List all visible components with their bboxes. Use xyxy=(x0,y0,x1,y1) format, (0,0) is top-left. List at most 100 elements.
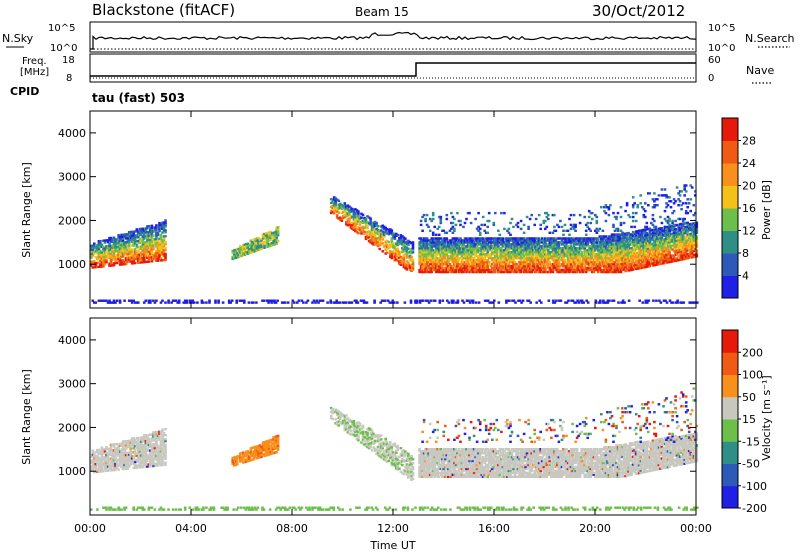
echo-cell xyxy=(584,262,588,266)
echo-cell xyxy=(275,226,278,230)
echo-cell xyxy=(536,255,539,258)
echo-cell xyxy=(410,255,413,259)
echo-cell xyxy=(331,204,334,208)
echo-cell xyxy=(267,233,271,236)
echo-cell xyxy=(135,301,139,304)
echo-cell xyxy=(164,254,167,258)
echo-cell xyxy=(401,235,404,238)
echo-cell xyxy=(612,223,615,227)
echo-cell xyxy=(681,224,685,227)
echo-cell xyxy=(421,299,425,302)
echo-cell xyxy=(666,237,670,240)
echo-cell xyxy=(103,255,107,258)
echo-cell xyxy=(460,241,464,244)
echo-cell xyxy=(512,241,515,244)
echo-cell xyxy=(480,268,483,272)
echo-cell xyxy=(615,239,618,242)
echo-cell xyxy=(124,245,128,248)
echo-cell xyxy=(387,232,390,236)
echo-cell xyxy=(357,210,360,213)
echo-cell xyxy=(500,241,503,244)
echo-cell xyxy=(692,249,696,253)
echo-cell xyxy=(533,266,536,270)
echo-cell xyxy=(202,301,205,304)
echo-cell xyxy=(594,259,597,262)
echo-cell xyxy=(619,259,623,262)
echo-cell xyxy=(562,264,565,268)
echo-cell xyxy=(346,218,350,221)
echo-cell xyxy=(583,239,586,242)
echo-cell xyxy=(230,299,234,302)
echo-cell xyxy=(516,257,520,260)
echo-cell xyxy=(639,231,642,234)
echo-cell xyxy=(366,225,369,228)
echo-cell xyxy=(619,257,623,260)
echo-cell xyxy=(609,268,612,272)
echo-cell xyxy=(456,257,459,260)
echo-cell xyxy=(137,255,140,258)
echo-cell xyxy=(622,264,626,267)
echo-cell xyxy=(363,232,366,235)
echo-cell xyxy=(498,260,502,264)
echo-cell xyxy=(556,264,559,268)
echo-cell xyxy=(683,255,686,259)
echo-cell xyxy=(428,249,432,252)
echo-cell xyxy=(448,247,452,250)
echo-cell xyxy=(257,248,260,252)
echo-cell xyxy=(93,266,96,269)
echo-cell xyxy=(357,220,360,223)
echo-cell xyxy=(164,235,167,238)
echo-cell xyxy=(478,233,482,236)
echo-cell xyxy=(411,247,415,250)
echo-cell xyxy=(584,237,588,240)
freq-label-line1: Freq. xyxy=(22,56,47,67)
echo-cell xyxy=(232,257,236,260)
echo-cell xyxy=(491,270,494,274)
echo-cell xyxy=(642,228,646,232)
echo-cell xyxy=(630,256,633,260)
echo-cell xyxy=(683,221,686,225)
echo-cell xyxy=(539,264,542,268)
echo-cell xyxy=(671,244,674,247)
echo-cell xyxy=(245,247,248,250)
echo-cell xyxy=(354,229,357,233)
echo-cell xyxy=(675,259,679,262)
echo-cell xyxy=(668,223,671,227)
echo-cell xyxy=(379,301,382,304)
echo-cell xyxy=(156,251,160,254)
echo-cell xyxy=(606,237,609,240)
echo-cell xyxy=(117,249,120,253)
echo-cell xyxy=(678,252,682,256)
echo-cell xyxy=(597,247,600,250)
echo-cell xyxy=(451,270,455,274)
echo-cell xyxy=(581,260,585,264)
echo-cell xyxy=(568,247,571,250)
echo-cell xyxy=(645,228,649,231)
echo-cell xyxy=(487,270,491,274)
echo-cell xyxy=(102,239,105,242)
echo-cell xyxy=(424,262,427,266)
echo-cell xyxy=(494,247,497,250)
echo-cell xyxy=(337,217,341,220)
echo-cell xyxy=(613,229,617,232)
echo-cell xyxy=(568,266,571,270)
echo-cell xyxy=(419,241,423,244)
echo-cell xyxy=(474,264,477,268)
echo-cell xyxy=(407,241,410,245)
echo-cell xyxy=(592,243,596,246)
echo-cell xyxy=(522,247,526,250)
echo-cell xyxy=(615,266,618,270)
echo-cell xyxy=(581,257,585,260)
echo-cell xyxy=(372,225,375,228)
echo-cell xyxy=(621,262,624,266)
echo-cell xyxy=(395,250,398,253)
echo-cell xyxy=(527,259,530,262)
echo-cell xyxy=(608,299,611,302)
echo-cell xyxy=(650,242,653,246)
echo-cell xyxy=(391,299,395,302)
echo-cell xyxy=(657,247,661,250)
echo-cell xyxy=(600,268,603,272)
echo-cell xyxy=(121,239,125,242)
echo-cell xyxy=(121,237,125,240)
